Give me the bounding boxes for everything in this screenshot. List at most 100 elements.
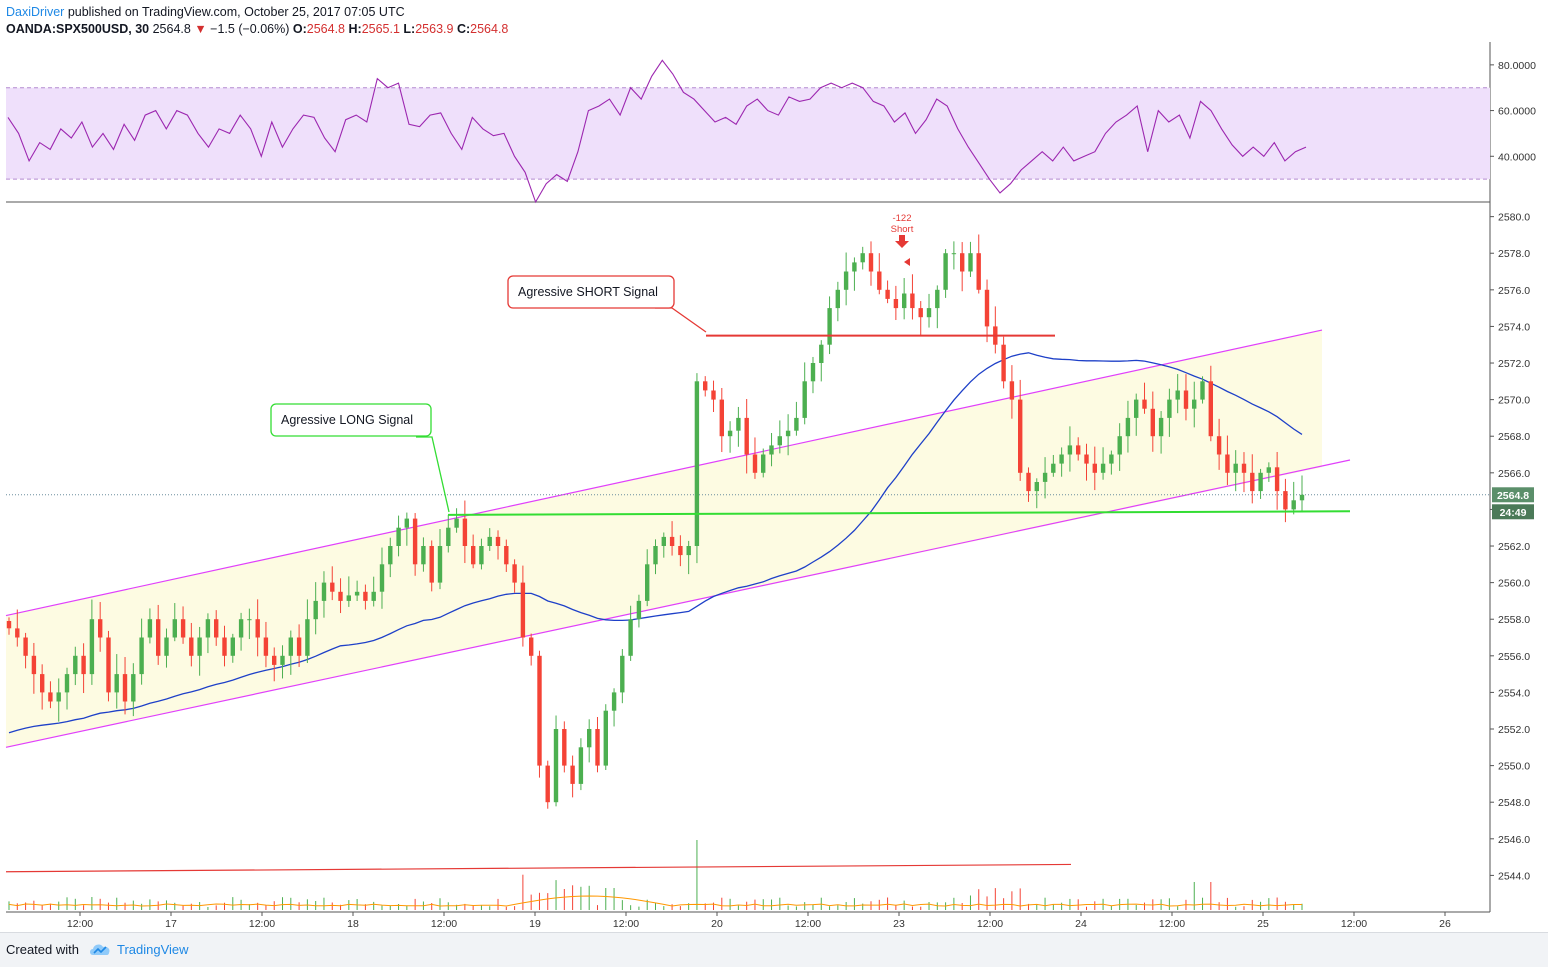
candle-body[interactable] [1059, 454, 1064, 464]
candle-body[interactable] [653, 546, 658, 565]
candle-body[interactable] [396, 527, 401, 546]
candle-body[interactable] [628, 619, 633, 656]
candle-body[interactable] [595, 729, 600, 766]
candle-body[interactable] [661, 536, 666, 546]
candle-body[interactable] [827, 308, 832, 345]
candle-body[interactable] [860, 253, 865, 263]
candle-body[interactable] [1117, 436, 1122, 455]
candle-body[interactable] [147, 619, 153, 638]
candle-body[interactable] [48, 692, 53, 702]
candle-body[interactable] [570, 765, 575, 784]
candle-body[interactable] [843, 271, 849, 290]
candle-body[interactable] [1142, 399, 1147, 409]
candle-body[interactable] [893, 299, 899, 309]
candle-body[interactable] [578, 747, 584, 784]
candle-body[interactable] [810, 363, 816, 382]
candle-body[interactable] [645, 564, 650, 601]
candle-body[interactable] [520, 582, 526, 638]
candle-body[interactable] [180, 619, 186, 638]
candle-body[interactable] [238, 619, 244, 638]
candle-body[interactable] [1299, 494, 1305, 501]
candle-body[interactable] [1216, 436, 1222, 455]
candle-body[interactable] [562, 729, 567, 766]
candle-body[interactable] [164, 637, 169, 656]
candle-body[interactable] [529, 637, 534, 656]
candle-body[interactable] [1134, 399, 1139, 418]
long-signal-line[interactable] [447, 510, 1351, 516]
candle-body[interactable] [686, 546, 691, 556]
candle-body[interactable] [877, 271, 882, 290]
candle-body[interactable] [736, 417, 741, 431]
candle-body[interactable] [512, 564, 517, 583]
candle-body[interactable] [984, 289, 990, 327]
candle-body[interactable] [1125, 417, 1131, 437]
candle-body[interactable] [1076, 445, 1081, 455]
candle-body[interactable] [727, 430, 733, 437]
candle-body[interactable] [363, 591, 368, 601]
candle-body[interactable] [1241, 463, 1247, 473]
candle-body[interactable] [703, 381, 708, 391]
candle-body[interactable] [761, 454, 766, 473]
author-link[interactable]: DaxiDriver [6, 5, 65, 19]
candle-body[interactable] [73, 655, 78, 675]
candle-body[interactable] [1274, 467, 1280, 492]
candle-body[interactable] [31, 655, 37, 675]
candle-body[interactable] [943, 253, 948, 290]
candle-body[interactable] [785, 430, 791, 437]
candle-body[interactable] [752, 454, 758, 473]
candle-body[interactable] [404, 518, 409, 528]
candle-body[interactable] [1018, 399, 1023, 473]
candle-body[interactable] [446, 527, 451, 546]
candle-body[interactable] [462, 518, 468, 546]
candle-body[interactable] [106, 637, 111, 693]
candle-body[interactable] [156, 619, 161, 656]
candle-body[interactable] [64, 674, 70, 693]
candle-body[interactable] [1067, 445, 1073, 455]
candle-body[interactable] [139, 637, 144, 675]
candle-body[interactable] [313, 600, 318, 620]
candle-body[interactable] [1009, 381, 1015, 400]
candle-body[interactable] [1150, 408, 1155, 437]
candle-body[interactable] [371, 591, 376, 601]
candle-body[interactable] [280, 655, 285, 665]
candle-body[interactable] [636, 600, 642, 620]
candle-body[interactable] [868, 253, 874, 272]
candle-body[interactable] [744, 417, 749, 455]
candle-body[interactable] [1109, 454, 1114, 464]
candle-body[interactable] [926, 308, 932, 318]
candle-body[interactable] [429, 546, 434, 583]
candle-body[interactable] [222, 637, 227, 656]
candle-body[interactable] [1034, 482, 1039, 492]
candle-body[interactable] [122, 674, 128, 702]
candle-body[interactable] [288, 637, 293, 656]
chart-canvas[interactable]: 80.0000 60.0000 40.0000 Agressive LONG Sig… [0, 42, 1548, 932]
candle-body[interactable] [89, 619, 95, 675]
candle-body[interactable] [678, 546, 683, 556]
candle-body[interactable] [951, 253, 957, 255]
candle-body[interactable] [968, 253, 973, 272]
candle-body[interactable] [15, 628, 20, 638]
candle-body[interactable] [495, 536, 501, 546]
candle-body[interactable] [56, 692, 61, 702]
short-trade-marker[interactable]: -122 Short [891, 213, 914, 266]
candle-body[interactable] [545, 765, 550, 803]
candle-body[interactable] [23, 637, 28, 656]
candle-body[interactable] [902, 293, 907, 309]
candle-body[interactable] [1266, 467, 1271, 473]
candle-body[interactable] [437, 546, 443, 583]
candle-body[interactable] [1158, 417, 1164, 437]
candle-body[interactable] [305, 619, 310, 656]
candle-body[interactable] [819, 344, 824, 363]
candle-body[interactable] [852, 262, 857, 272]
candle-body[interactable] [230, 637, 235, 656]
candle-body[interactable] [479, 546, 484, 565]
candle-body[interactable] [1042, 472, 1048, 482]
candle-body[interactable] [669, 536, 675, 546]
candle-body[interactable] [131, 674, 136, 702]
candle-body[interactable] [719, 399, 724, 437]
candle-body[interactable] [40, 674, 45, 693]
candle-body[interactable] [1100, 463, 1106, 473]
candle-body[interactable] [471, 546, 476, 565]
candle-body[interactable] [1026, 472, 1031, 492]
candle-body[interactable] [1233, 463, 1238, 473]
